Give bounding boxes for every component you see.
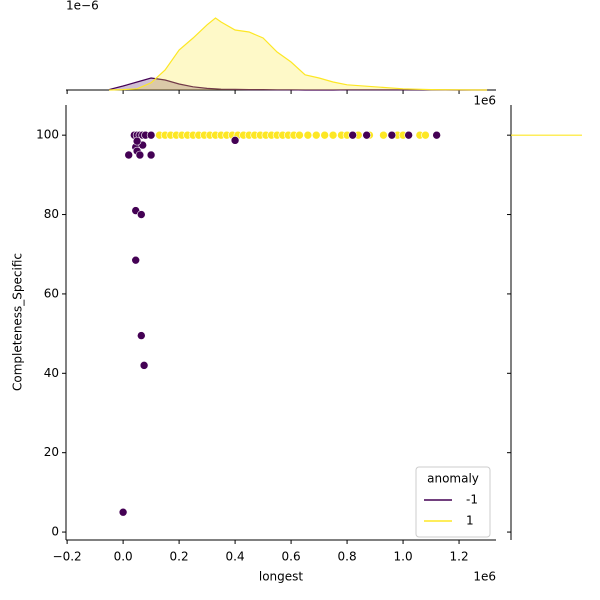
point xyxy=(295,130,304,140)
point xyxy=(379,130,388,140)
point xyxy=(421,130,430,140)
x-tick-label: 0.6 xyxy=(282,550,301,564)
top-offset-label: 1e−6 xyxy=(66,0,99,13)
kde-line xyxy=(109,17,488,91)
y-tick-label: 0 xyxy=(51,525,59,539)
point xyxy=(139,361,149,370)
point xyxy=(348,130,357,140)
x-tick-label: 1.2 xyxy=(450,550,469,564)
point xyxy=(311,130,321,140)
kde-line xyxy=(108,77,488,91)
point xyxy=(230,136,240,145)
x-offset-label: 1e6 xyxy=(473,570,496,584)
x-tick-label: −0.2 xyxy=(53,550,82,564)
point xyxy=(320,130,329,140)
point xyxy=(137,210,146,219)
point xyxy=(387,130,397,140)
point xyxy=(124,150,134,160)
x-tick-label: 0.0 xyxy=(114,550,133,564)
y-tick-label: 40 xyxy=(44,366,59,380)
x-tick-label: 0.8 xyxy=(338,550,357,564)
y-tick-label: 80 xyxy=(44,207,59,221)
legend-box xyxy=(415,466,491,538)
kde-area xyxy=(109,78,488,90)
x-tick-label: 0.2 xyxy=(170,550,189,564)
point xyxy=(137,331,146,340)
point xyxy=(146,130,156,140)
point xyxy=(132,136,142,146)
legend-title: anomaly xyxy=(427,472,479,486)
y-tick-label: 60 xyxy=(44,286,59,300)
point xyxy=(131,255,141,265)
point xyxy=(404,130,413,140)
legend-label: -1 xyxy=(466,493,478,507)
x-axis-label: longest xyxy=(259,570,304,584)
point xyxy=(135,150,145,160)
y-axis-label: Completeness_Specific xyxy=(11,253,25,391)
point xyxy=(432,130,441,140)
y-tick-label: 20 xyxy=(44,445,59,459)
x-tick-label: 0.4 xyxy=(226,550,245,564)
kde-area xyxy=(109,18,488,90)
x-tick-label: 1.0 xyxy=(394,550,413,564)
point xyxy=(362,130,371,140)
point xyxy=(303,130,313,140)
top-x-offset-label: 1e6 xyxy=(473,94,496,108)
point xyxy=(118,507,128,517)
point xyxy=(328,130,338,140)
y-tick-label: 100 xyxy=(36,128,59,142)
legend-label: 1 xyxy=(466,514,474,528)
point xyxy=(146,150,156,160)
